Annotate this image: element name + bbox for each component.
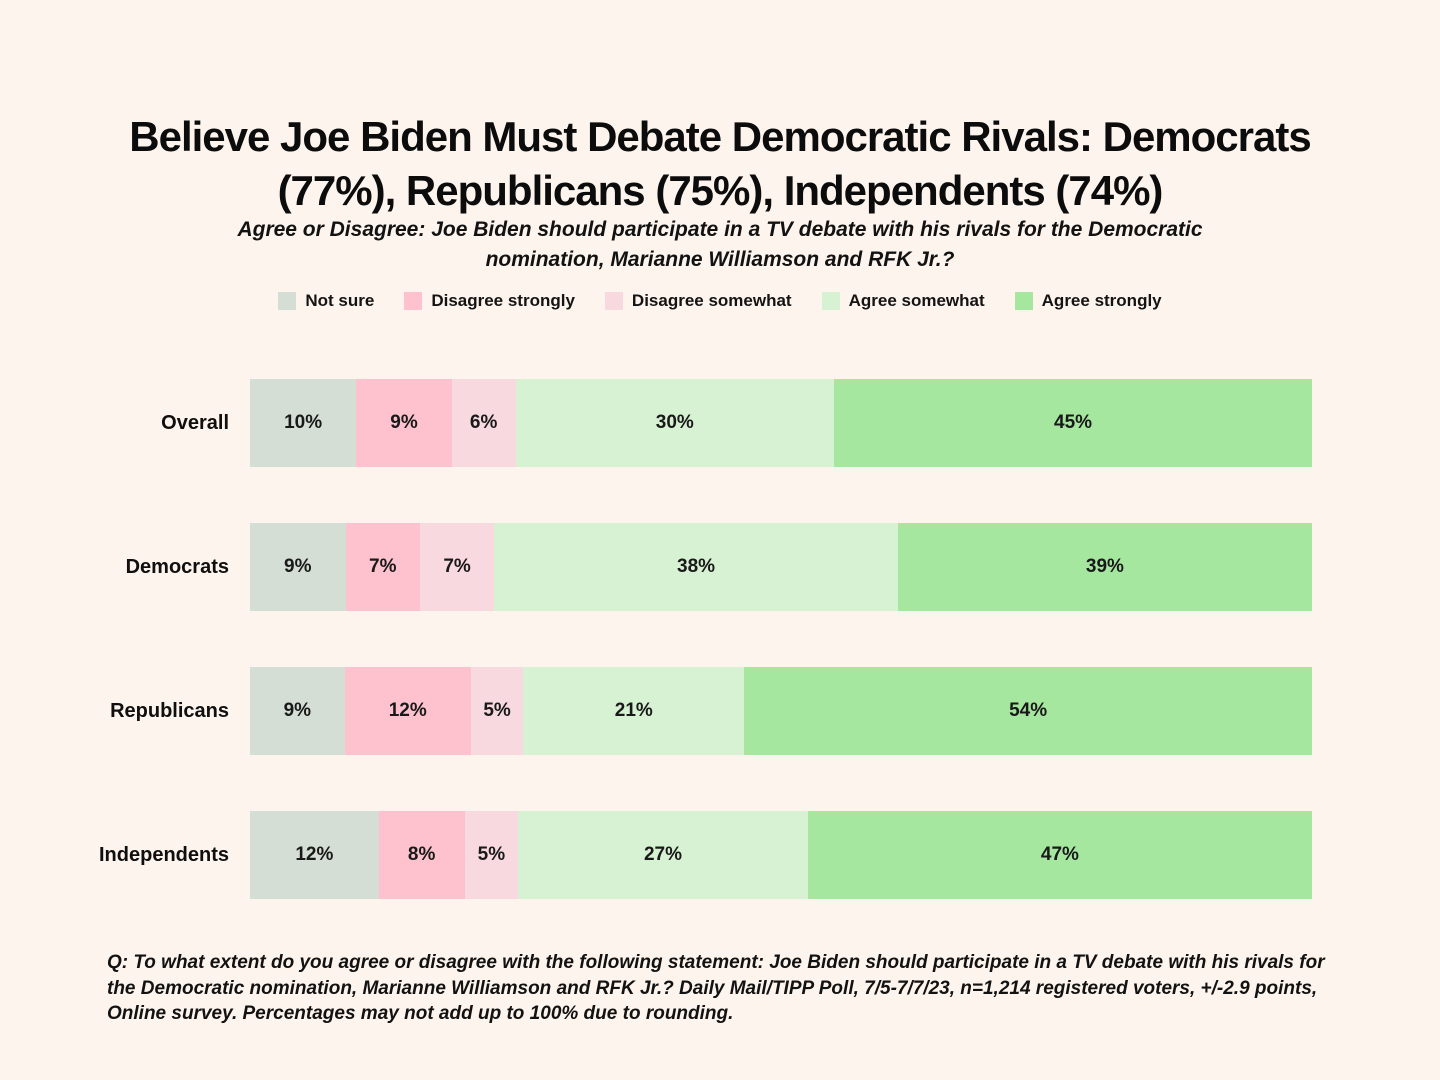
bar-segment-not-sure: 9% bbox=[250, 523, 346, 611]
stacked-bar: 9% 12% 5% 21% 54% bbox=[250, 667, 1312, 755]
bar-segment-disagree-strongly: 7% bbox=[345, 523, 420, 611]
source-note: Q: To what extent do you agree or disagr… bbox=[107, 952, 1325, 1025]
stacked-bar: 9% 7% 7% 38% 39% bbox=[250, 523, 1313, 611]
segment-value-label: 7% bbox=[443, 556, 471, 577]
segment-value-label: 7% bbox=[369, 556, 397, 577]
segment-value-label: 27% bbox=[643, 844, 683, 865]
chart-row-independents: Independents 12% 8% 5% 27% 47% bbox=[0, 811, 1440, 899]
bar-segment-agree-strongly: 54% bbox=[744, 667, 1312, 755]
bar-segment-not-sure: 10% bbox=[250, 379, 357, 467]
segment-value-label: 12% bbox=[388, 700, 427, 721]
segment-value-label: 6% bbox=[469, 412, 498, 433]
bar-segment-disagree-somewhat: 5% bbox=[470, 667, 524, 755]
segment-value-label: 9% bbox=[284, 556, 312, 577]
stacked-bar: 10% 9% 6% 30% 45% bbox=[250, 379, 1312, 467]
bar-segment-agree-strongly: 39% bbox=[897, 523, 1313, 611]
bar-segment-agree-somewhat: 27% bbox=[518, 811, 808, 899]
legend-item-agree-somewhat: Agree somewhat bbox=[821, 291, 985, 311]
legend-item-disagree-strongly: Disagree strongly bbox=[404, 291, 575, 311]
segment-value-label: 5% bbox=[483, 700, 511, 721]
page-title-line-2: (77%), Republicans (75%), Independents (… bbox=[277, 167, 1164, 215]
page-subtitle-line-1: Agree or Disagree: Joe Biden should part… bbox=[237, 218, 1203, 242]
legend-swatch-agree-strongly bbox=[1014, 292, 1033, 310]
legend-swatch-disagree-strongly bbox=[404, 292, 423, 310]
segment-value-label: 8% bbox=[407, 844, 436, 865]
legend-swatch-not-sure bbox=[278, 292, 297, 310]
category-label: Democrats bbox=[125, 556, 229, 578]
legend-item-agree-strongly: Agree strongly bbox=[1014, 291, 1162, 311]
legend-label: Not sure bbox=[305, 291, 375, 310]
legend-item-disagree-somewhat: Disagree somewhat bbox=[604, 291, 792, 311]
chart-row-democrats: Democrats 9% 7% 7% 38% 39% bbox=[0, 523, 1440, 611]
bar-segment-not-sure: 9% bbox=[250, 667, 345, 755]
stacked-bar: 12% 8% 5% 27% 47% bbox=[250, 811, 1313, 899]
bar-segment-agree-strongly: 47% bbox=[807, 811, 1313, 899]
bar-segment-agree-somewhat: 21% bbox=[523, 667, 745, 755]
chart-row-overall: Overall 10% 9% 6% 30% 45% bbox=[0, 379, 1440, 467]
bar-segment-not-sure: 12% bbox=[250, 811, 379, 899]
segment-value-label: 12% bbox=[295, 844, 334, 865]
category-label: Republicans bbox=[110, 700, 229, 722]
bar-segment-disagree-somewhat: 6% bbox=[451, 379, 516, 467]
segment-value-label: 30% bbox=[655, 412, 694, 433]
chart-row-republicans: Republicans 9% 12% 5% 21% 54% bbox=[0, 667, 1440, 755]
legend-label: Agree strongly bbox=[1041, 291, 1162, 310]
legend-label: Disagree somewhat bbox=[631, 291, 792, 310]
page-subtitle: Agree or Disagree: Joe Biden should part… bbox=[0, 215, 1440, 275]
legend-label: Agree somewhat bbox=[848, 291, 985, 310]
page-title: Believe Joe Biden Must Debate Democratic… bbox=[0, 110, 1440, 218]
segment-value-label: 45% bbox=[1054, 412, 1093, 433]
page-title-line-1: Believe Joe Biden Must Debate Democratic… bbox=[129, 113, 1311, 161]
bar-segment-agree-somewhat: 38% bbox=[494, 523, 898, 611]
legend-item-not-sure: Not sure bbox=[278, 291, 374, 311]
bar-segment-disagree-strongly: 9% bbox=[356, 379, 452, 467]
legend-swatch-disagree-somewhat bbox=[604, 292, 623, 310]
segment-value-label: 5% bbox=[477, 844, 506, 865]
segment-value-label: 39% bbox=[1085, 556, 1124, 577]
page-subtitle-line-2: nomination, Marianne Williamson and RFK … bbox=[485, 248, 955, 272]
segment-value-label: 9% bbox=[283, 700, 312, 721]
bar-segment-disagree-somewhat: 5% bbox=[464, 811, 519, 899]
bar-segment-agree-somewhat: 30% bbox=[515, 379, 835, 467]
segment-value-label: 54% bbox=[1009, 700, 1048, 721]
chart-legend: Not sure Disagree strongly Disagree somewh… bbox=[0, 291, 1440, 311]
legend-label: Disagree strongly bbox=[431, 291, 575, 310]
segment-value-label: 10% bbox=[284, 412, 323, 433]
segment-value-label: 21% bbox=[614, 700, 653, 721]
bar-segment-disagree-strongly: 8% bbox=[378, 811, 465, 899]
category-label: Independents bbox=[98, 844, 229, 866]
legend-swatch-agree-somewhat bbox=[821, 292, 840, 310]
segment-value-label: 9% bbox=[390, 412, 418, 433]
segment-value-label: 38% bbox=[677, 556, 716, 577]
bar-segment-disagree-strongly: 12% bbox=[344, 667, 471, 755]
segment-value-label: 47% bbox=[1040, 844, 1079, 865]
category-label: Overall bbox=[161, 412, 229, 434]
bar-segment-disagree-somewhat: 7% bbox=[419, 523, 495, 611]
bar-segment-agree-strongly: 45% bbox=[834, 379, 1312, 467]
stacked-bar-chart: Overall 10% 9% 6% 30% 45% Democrats 9% 7% 7% 38% 39… bbox=[0, 379, 1440, 955]
